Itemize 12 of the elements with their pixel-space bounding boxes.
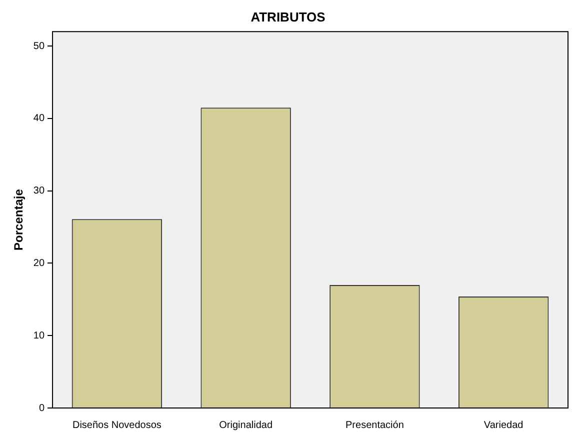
- y-tick-label: 40: [33, 113, 45, 124]
- x-tick-label: Originalidad: [219, 420, 273, 431]
- y-tick-label: 50: [33, 40, 45, 52]
- x-tick-label: Variedad: [484, 420, 524, 431]
- chart-title: ATRIBUTOS: [250, 9, 326, 24]
- y-tick-label: 0: [38, 402, 45, 414]
- x-tick-label: Presentación: [346, 420, 404, 431]
- y-axis-title: Porcentaje: [12, 188, 26, 250]
- y-tick-label: 10: [33, 330, 45, 342]
- y-tick-label: 30: [33, 186, 45, 197]
- x-tick-label: Diseños Novedosos: [72, 420, 162, 431]
- y-tick-label: 20: [33, 258, 45, 269]
